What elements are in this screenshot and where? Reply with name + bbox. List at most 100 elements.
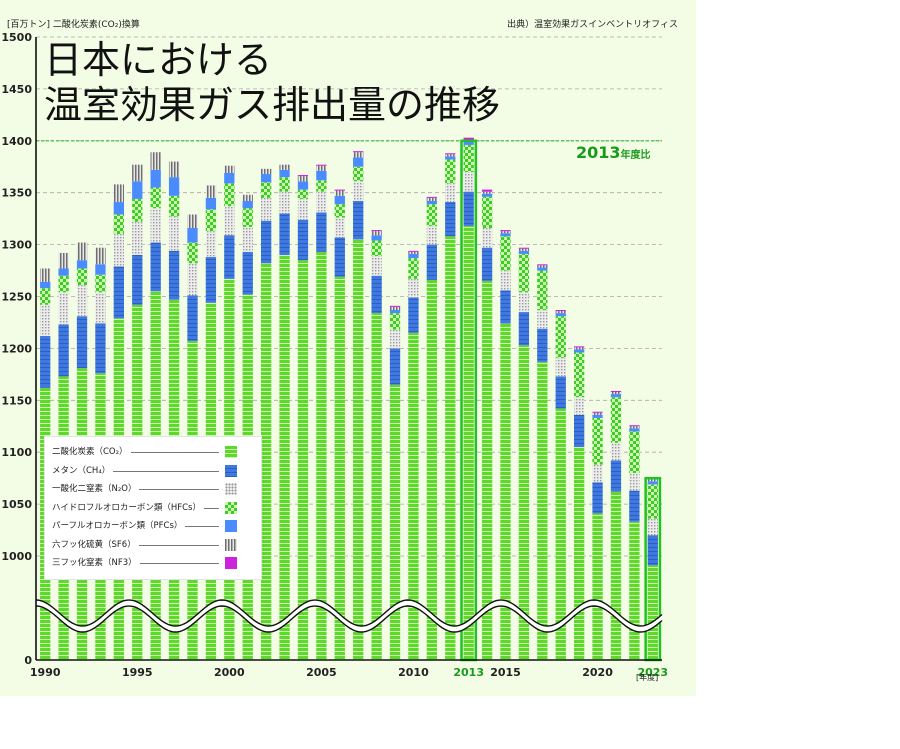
bar-segment-sf6-1998: [187, 214, 198, 228]
bar-segment-sf6-1994: [113, 184, 125, 203]
bar-segment-n2o-2000: [224, 206, 235, 236]
chart-title-line1: 日本における: [44, 38, 273, 82]
bar-segment-n2o-1997: [168, 216, 180, 251]
x-tick-label: 1990: [30, 666, 61, 679]
bar-segment-co2-2016: [518, 345, 530, 660]
bar-segment-nf3-2010: [408, 250, 419, 252]
bar-segment-sf6-1996: [150, 152, 161, 170]
bar-segment-sf6-1997: [168, 161, 180, 178]
bar-2008: [371, 230, 382, 660]
bar-segment-ch4-1991: [58, 324, 69, 377]
source-credit: 出典）温室効果ガスインベントリオフィス: [507, 20, 678, 30]
bar-segment-ch4-2009: [389, 348, 401, 385]
bar-segment-sf6-1999: [205, 185, 217, 198]
bar-segment-ch4-2016: [518, 312, 530, 346]
bar-segment-pfcs-1990: [40, 281, 51, 289]
axis-break-line-bottom: [35, 605, 663, 633]
bar-segment-co2-2006: [334, 276, 345, 660]
bar-segment-n2o-2002: [260, 197, 272, 221]
bar-segment-co2-2015: [500, 323, 511, 660]
bar-2023: [644, 476, 662, 662]
bar-segment-sf6-2003: [279, 164, 290, 170]
bar-segment-co2-2018: [555, 408, 566, 660]
y-tick-label: 0: [24, 654, 32, 667]
bar-segment-pfcs-2017: [537, 267, 548, 271]
bar-segment-co2-2010: [408, 332, 419, 660]
bars: [40, 137, 662, 662]
legend-leader-line: [139, 489, 219, 490]
bar-segment-hfcs-2002: [260, 182, 272, 198]
bar-segment-pfcs-2005: [316, 170, 327, 181]
bar-2001: [242, 194, 253, 660]
x-tick-label: 2000: [214, 666, 245, 679]
bar-segment-sf6-2001: [242, 194, 253, 202]
bar-segment-nf3-2004: [297, 175, 309, 177]
bar-segment-ch4-2008: [371, 275, 382, 314]
chart-title-line2: 温室効果ガス排出量の推移: [44, 83, 501, 127]
bar-segment-n2o-2014: [481, 227, 493, 248]
legend: 二酸化炭素（CO₂） メタン（CH₄） 一酸化二窒素（N₂O） ハイドロフルオロカーボ…: [44, 436, 262, 580]
y-tick-label: 1350: [1, 187, 32, 200]
bar-segment-n2o-1993: [95, 292, 106, 324]
bar-segment-n2o-2008: [371, 256, 382, 276]
bar-segment-n2o-2015: [500, 270, 511, 291]
legend-leader-line: [138, 544, 219, 546]
bar-segment-ch4-2012: [445, 202, 456, 237]
bar-segment-ch4-2020: [592, 482, 603, 514]
legend-leader-line: [203, 507, 219, 509]
legend-swatch-nf3: [225, 557, 237, 569]
y-tick-label: 1500: [1, 31, 32, 44]
bar-segment-co2-2007: [353, 239, 364, 660]
y-tick-label: 1250: [1, 291, 32, 304]
bar-segment-nf3-2019: [573, 346, 585, 348]
bar-segment-co2-2004: [297, 260, 309, 660]
bar-segment-pfcs-2023: [647, 481, 658, 485]
bar-segment-nf3-2015: [500, 230, 511, 232]
bar-segment-ch4-1993: [95, 323, 106, 374]
bar-segment-n2o-2010: [408, 278, 419, 298]
bar-segment-n2o-1994: [113, 234, 125, 267]
bar-2006: [334, 189, 345, 660]
legend-entry-n2o: 一酸化二窒素（N₂O）: [52, 484, 137, 494]
bar-segment-sf6-2002: [260, 168, 272, 175]
bar-segment-sf6-2022: [629, 426, 640, 429]
bar-segment-pfcs-2015: [500, 233, 511, 237]
bar-segment-hfcs-2016: [518, 253, 530, 293]
bar-segment-n2o-1991: [58, 292, 69, 325]
bar-segment-pfcs-1995: [132, 181, 143, 199]
bar-2010: [408, 250, 419, 660]
bar-segment-pfcs-2001: [242, 201, 253, 209]
bar-segment-ch4-2018: [555, 376, 566, 409]
bar-segment-ch4-2019: [573, 414, 585, 448]
bar-segment-sf6-2018: [555, 311, 566, 314]
bar-segment-hfcs-2001: [242, 208, 253, 227]
bar-segment-nf3-2016: [518, 247, 530, 249]
bar-segment-ch4-2013: [463, 191, 474, 226]
bar-segment-n2o-2013: [463, 171, 474, 192]
bar-segment-ch4-1996: [150, 242, 161, 292]
bar-segment-hfcs-1990: [40, 288, 51, 305]
bar-segment-ch4-2022: [629, 490, 640, 522]
bar-2017: [537, 264, 548, 660]
bar-segment-n2o-1995: [132, 221, 143, 255]
bar-segment-sf6-1995: [132, 164, 143, 182]
bar-segment-nf3-2020: [592, 411, 603, 413]
bar-segment-n2o-2017: [537, 309, 548, 329]
bar-segment-hfcs-2023: [647, 484, 658, 519]
bar-segment-ch4-2004: [297, 219, 309, 261]
bar-segment-pfcs-2013: [463, 141, 474, 145]
bar-segment-pfcs-2020: [592, 414, 603, 418]
bar-segment-sf6-2019: [573, 347, 585, 350]
bar-segment-ch4-2011: [426, 244, 438, 280]
bar-segment-sf6-2008: [371, 231, 382, 236]
y-tick-label: 1450: [1, 83, 32, 96]
bar-segment-nf3-2022: [629, 425, 640, 427]
bar-segment-sf6-2017: [537, 265, 548, 268]
bar-segment-n2o-1990: [40, 304, 51, 336]
bar-segment-n2o-1996: [150, 208, 161, 243]
bar-segment-ch4-2006: [334, 237, 345, 277]
bar-segment-co2-2023: [647, 565, 658, 660]
x-tick-label: 2013: [453, 666, 484, 679]
legend-swatch-hfcs: [225, 501, 237, 514]
legend-entry-sf6: 六フッ化硫黄（SF6）: [52, 539, 136, 550]
